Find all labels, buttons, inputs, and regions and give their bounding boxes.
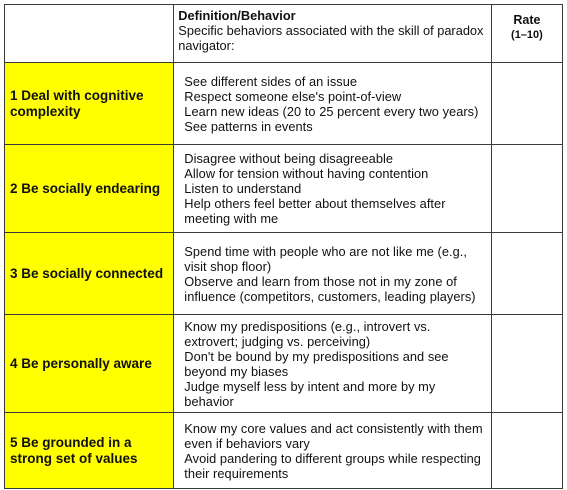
behavior-item: Learn new ideas (20 to 25 percent every … <box>184 103 479 119</box>
behaviors-cell: Know my core values and act consistently… <box>173 412 492 489</box>
rate-header-range: (1–10) <box>511 29 543 41</box>
behavior-item: Know my core values and act consistently… <box>184 420 483 451</box>
behaviors-cell: Disagree without being disagreeable Allo… <box>173 144 492 233</box>
header-empty-cell <box>3 4 175 63</box>
behavior-item: Judge myself less by intent and more by … <box>184 378 436 409</box>
definition-header-subtitle: Specific behaviors associated with the s… <box>178 23 484 53</box>
skill-name-cell: 3 Be socially connected <box>3 232 175 315</box>
skill-row-2: 2 Be socially endearing Disagree without… <box>3 144 564 233</box>
skills-rating-table: Definition/Behavior Specific behaviors a… <box>3 4 564 489</box>
behavior-item: Spend time with people who are not like … <box>184 243 468 274</box>
definition-header-cell: Definition/Behavior Specific behaviors a… <box>173 4 492 63</box>
rate-header-cell: Rate (1–10) <box>490 4 564 63</box>
skill-name-cell: 5 Be grounded in a strong set of values <box>3 412 175 489</box>
behavior-item: Help others feel better about themselves… <box>184 196 446 226</box>
rate-input-cell-2[interactable] <box>490 144 564 233</box>
skill-row-3: 3 Be socially connected Spend time with … <box>3 232 564 315</box>
behavior-item: Don't be bound by my predispositions and… <box>184 348 449 379</box>
behavior-item: Listen to understand <box>184 181 302 196</box>
behavior-item: See patterns in events <box>184 118 313 134</box>
behaviors-cell: Know my predispositions (e.g., introvert… <box>173 314 492 413</box>
rate-input-cell-4[interactable] <box>490 314 564 413</box>
skill-row-5: 5 Be grounded in a strong set of values … <box>3 412 564 489</box>
behaviors-cell: See different sides of an issue Respect … <box>173 62 492 145</box>
rate-header-title: Rate <box>513 13 541 27</box>
rate-input-cell-3[interactable] <box>490 232 564 315</box>
behavior-item: Avoid pandering to different groups whil… <box>184 450 481 481</box>
behavior-item: See different sides of an issue <box>184 73 358 89</box>
skill-name-cell: 2 Be socially endearing <box>3 144 175 233</box>
header-row: Definition/Behavior Specific behaviors a… <box>3 4 564 63</box>
behavior-item: Observe and learn from those not in my z… <box>184 273 476 304</box>
rate-input-cell-5[interactable] <box>490 412 564 489</box>
behaviors-cell: Spend time with people who are not like … <box>173 232 492 315</box>
skill-row-4: 4 Be personally aware Know my predisposi… <box>3 314 564 413</box>
definition-header-title: Definition/Behavior <box>178 8 296 23</box>
skill-name-cell: 1 Deal with cognitive complexity <box>3 62 175 145</box>
behavior-item: Allow for tension without having content… <box>184 166 429 181</box>
skill-row-1: 1 Deal with cognitive complexity See dif… <box>3 62 564 145</box>
skill-name-cell: 4 Be personally aware <box>3 314 175 413</box>
behavior-item: Know my predispositions (e.g., introvert… <box>184 318 431 349</box>
rate-input-cell-1[interactable] <box>490 62 564 145</box>
behavior-item: Respect someone else's point-of-view <box>184 88 402 104</box>
behavior-item: Disagree without being disagreeable <box>184 151 394 166</box>
